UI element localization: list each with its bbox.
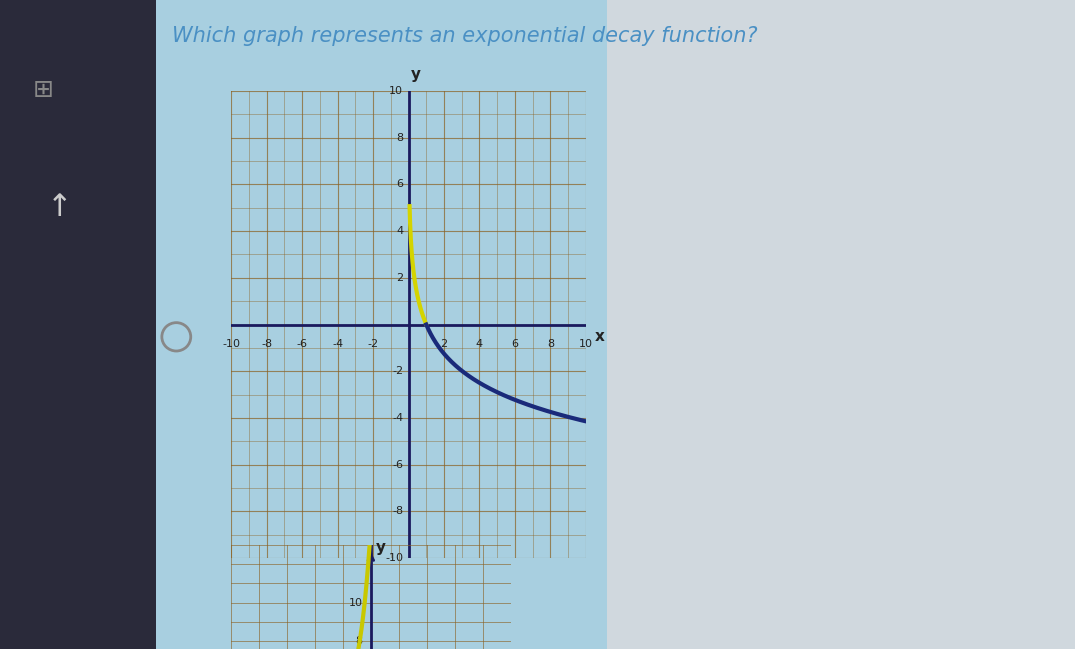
Text: -4: -4: [392, 413, 403, 423]
Text: -2: -2: [392, 366, 403, 376]
Text: -6: -6: [297, 339, 307, 349]
Text: y: y: [411, 67, 420, 82]
Text: ↑: ↑: [46, 193, 72, 222]
Text: ⊞: ⊞: [32, 78, 54, 102]
Text: -6: -6: [392, 459, 403, 470]
Text: 2: 2: [396, 273, 403, 283]
Text: 8: 8: [396, 132, 403, 143]
Text: 6: 6: [512, 339, 518, 349]
Text: 10: 10: [578, 339, 593, 349]
Text: 10: 10: [348, 598, 362, 607]
Text: -10: -10: [223, 339, 240, 349]
Text: -2: -2: [368, 339, 378, 349]
Text: 4: 4: [476, 339, 483, 349]
Text: -8: -8: [261, 339, 272, 349]
Text: -8: -8: [392, 506, 403, 517]
Text: y: y: [375, 539, 386, 555]
Text: 2: 2: [441, 339, 447, 349]
Text: 8: 8: [547, 339, 554, 349]
Text: -10: -10: [385, 553, 403, 563]
Text: 4: 4: [396, 226, 403, 236]
Text: Which graph represents an exponential decay function?: Which graph represents an exponential de…: [172, 26, 758, 46]
Text: -4: -4: [332, 339, 343, 349]
Text: 6: 6: [397, 179, 403, 190]
Text: 10: 10: [389, 86, 403, 96]
Text: 8: 8: [356, 636, 362, 646]
Text: x: x: [596, 328, 605, 344]
